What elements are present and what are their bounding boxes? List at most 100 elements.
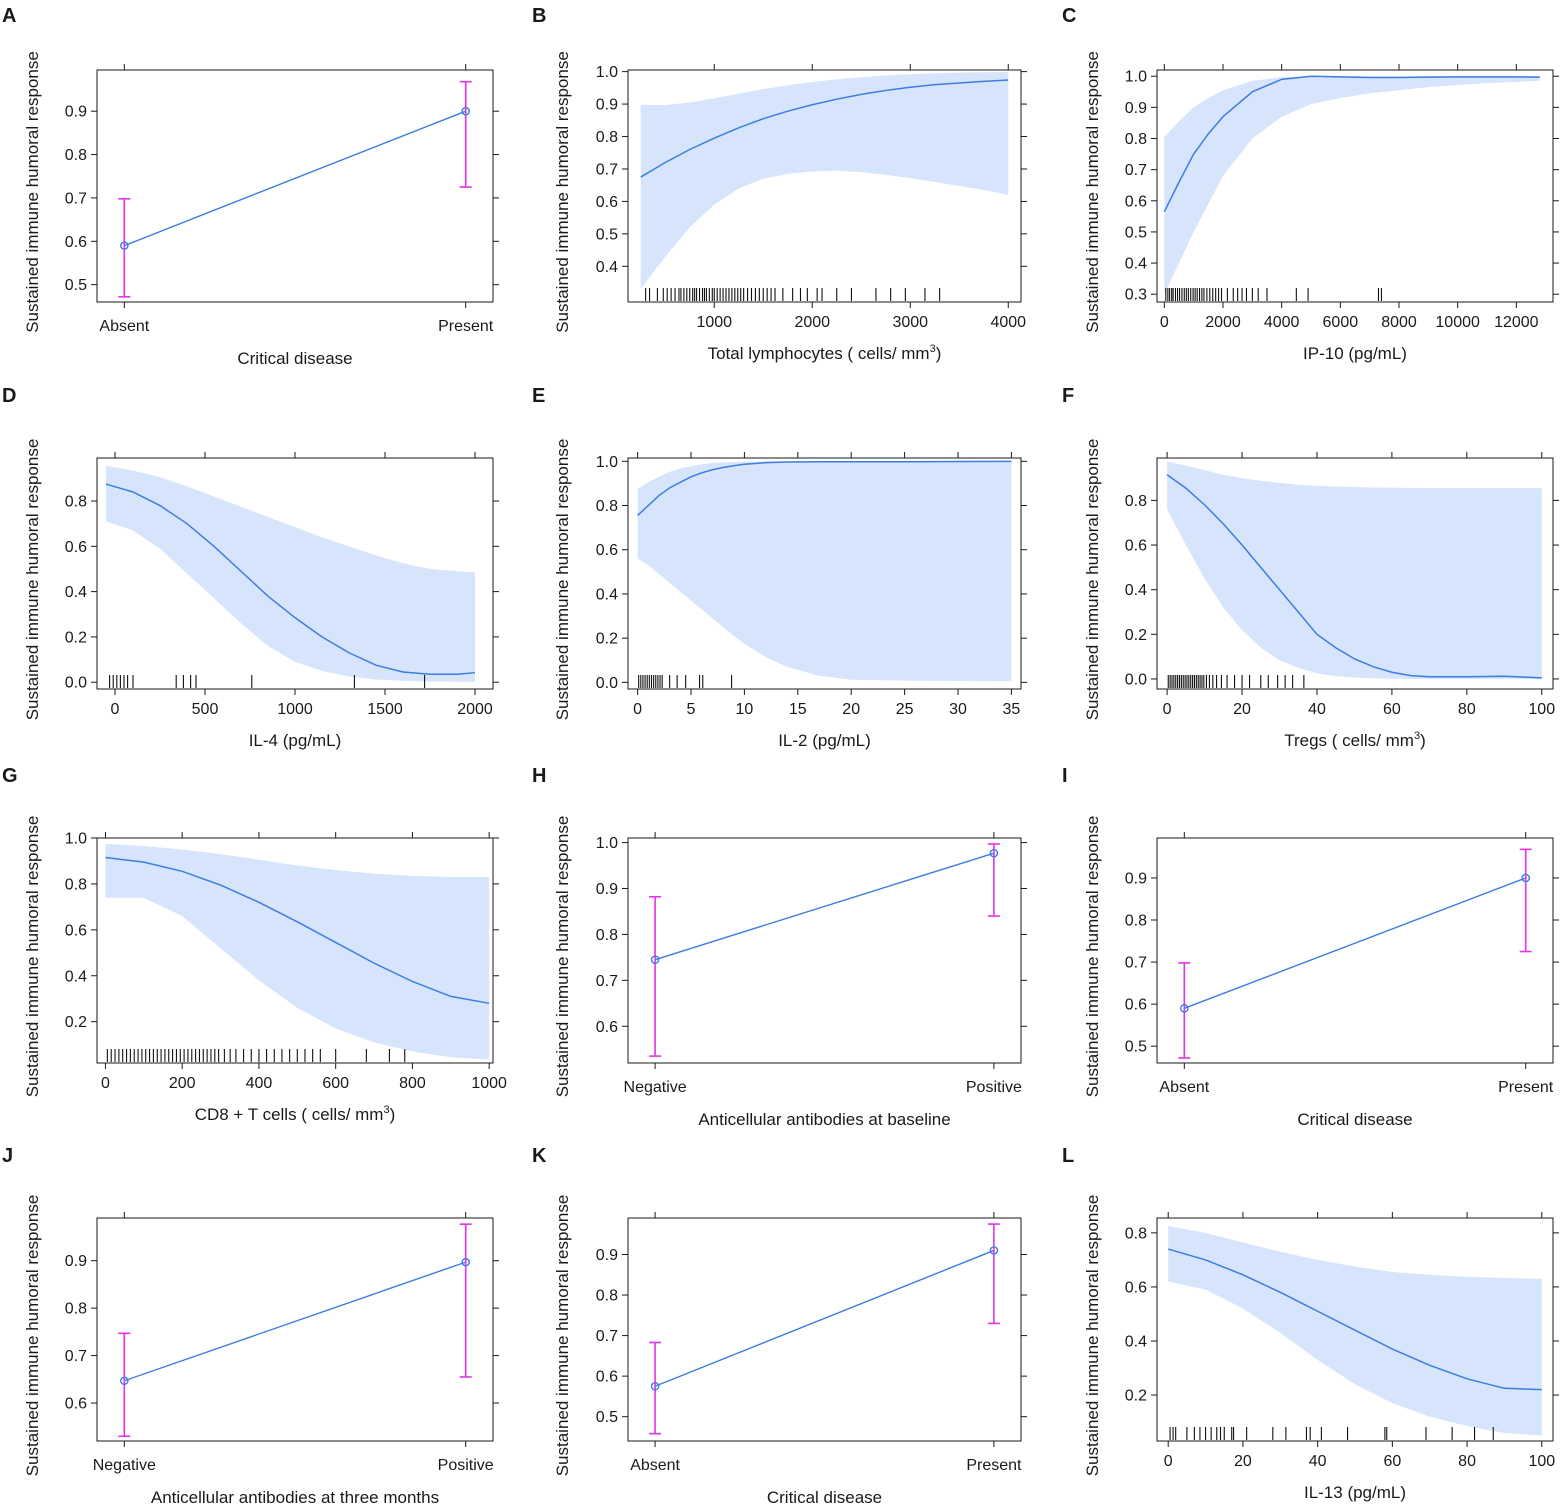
y-axis-label: Sustained immune humoral response	[1083, 439, 1102, 721]
panel-letter: H	[532, 765, 546, 787]
effect-line	[1163, 75, 1540, 213]
plot-frame	[96, 837, 494, 1064]
y-tick-label: 0.7	[1125, 955, 1147, 972]
y-tick-label: 0.0	[596, 675, 618, 692]
y-tick-label: 0.7	[1125, 162, 1147, 179]
x-tick-label: 200	[169, 1075, 196, 1092]
y-tick-label: 1.0	[65, 831, 87, 848]
x-axis-label: Anticellular antibodies at three months	[151, 1488, 439, 1507]
x-tick-label: 1500	[367, 701, 403, 718]
plot-area	[105, 843, 490, 1060]
x-tick-label: 60	[1383, 701, 1401, 718]
estimate-point	[461, 106, 470, 116]
plot-area	[637, 460, 1012, 682]
rug	[1167, 675, 1305, 688]
y-tick-label: 1.0	[596, 64, 618, 81]
panel-j: J Sustained immune humoral response Negati…	[2, 1145, 499, 1507]
y-tick-label: 0.9	[65, 104, 87, 121]
plot-frame	[627, 1217, 1022, 1442]
panel-letter: K	[532, 1145, 547, 1167]
y-tick-label: 0.8	[65, 147, 87, 164]
x-tick-label: 0	[111, 701, 120, 718]
y-tick-label: 1.0	[1125, 69, 1147, 86]
x-axis-label: IL-4 (pg/mL)	[249, 731, 342, 750]
error-bar-negative	[649, 895, 662, 1057]
panel-letter: B	[532, 5, 546, 27]
x-tick-label: 0	[1160, 314, 1169, 331]
effect-line	[105, 483, 476, 676]
y-tick-label: 0.5	[65, 277, 87, 294]
confidence-band	[106, 465, 475, 682]
estimate-point	[461, 1257, 470, 1267]
estimate-point	[1180, 1004, 1189, 1013]
y-tick-label: 0.5	[596, 1409, 618, 1426]
y-tick-label: 0.2	[1125, 1388, 1147, 1405]
y-tick-label: 0.9	[1125, 100, 1147, 117]
y-tick-label: 0.6	[596, 194, 618, 211]
x-tick-label: 20	[1234, 1453, 1252, 1470]
y-tick-label: 0.8	[65, 1301, 87, 1318]
x-tick-label: Present	[1498, 1079, 1554, 1096]
x-axis-label: IP-10 (pg/mL)	[1303, 344, 1407, 363]
y-tick-label: 0.0	[65, 675, 87, 692]
y-axis-label: Sustained immune humoral response	[553, 816, 572, 1098]
x-tick-label: 40	[1309, 1453, 1327, 1470]
y-tick-label: 0.3	[1125, 287, 1147, 304]
panel-c: C Sustained immune humoral response 0 2000 4…	[1062, 5, 1559, 363]
x-tick-label: 6000	[1323, 314, 1359, 331]
plot-area	[654, 852, 995, 961]
effect-line	[1166, 474, 1542, 679]
x-axis-label: Critical disease	[1297, 1110, 1412, 1129]
panel-d: D Sustained immune humoral response 0 500 10…	[2, 385, 499, 750]
x-tick-label: 0	[1164, 1453, 1173, 1470]
error-bar-absent	[1178, 962, 1191, 1059]
y-axis-label: Sustained immune humoral response	[23, 816, 42, 1098]
error-bar-absent	[118, 197, 131, 298]
x-axis-label: Total lymphocytes ( cells/ mm3)	[708, 343, 942, 363]
error-bar-positive	[987, 843, 1000, 917]
y-tick-label: 0.2	[596, 631, 618, 648]
y-tick-label: 0.7	[596, 161, 618, 178]
x-axis-label: CD8 + T cells ( cells/ mm3)	[195, 1104, 396, 1124]
plot-area	[654, 1249, 995, 1387]
y-tick-label: 0.8	[596, 927, 618, 944]
error-bar-present	[459, 80, 472, 188]
confidence-band	[105, 843, 490, 1060]
x-axis-label-sup: 3	[383, 1104, 389, 1116]
x-tick-label: 400	[246, 1075, 273, 1092]
effect-line	[1168, 1248, 1542, 1391]
error-bar-present	[1519, 848, 1532, 953]
y-tick-label: 0.8	[1125, 1225, 1147, 1242]
x-tick-label: 100	[1528, 1453, 1555, 1470]
panel-b: B Sustained immune humoral response 1000 20…	[532, 5, 1027, 363]
x-tick-label: 100	[1528, 701, 1555, 718]
effect-line	[637, 460, 1012, 517]
x-axis-label-sup: 3	[930, 343, 936, 355]
rug	[638, 675, 733, 688]
panel-e: E Sustained immune humoral response 0 5 10 15…	[532, 385, 1027, 750]
y-tick-label: 0.4	[1125, 256, 1147, 273]
x-tick-label: 15	[789, 701, 807, 718]
estimate-point	[650, 955, 660, 964]
rug	[1165, 288, 1382, 301]
x-tick-label: Absent	[630, 1457, 680, 1474]
y-tick-label: 1.0	[596, 454, 618, 471]
error-bar-positive	[459, 1223, 472, 1378]
x-tick-label: 4000	[1264, 314, 1300, 331]
x-tick-label: 1000	[277, 701, 313, 718]
y-tick-label: 0.5	[1125, 1039, 1147, 1056]
y-axis-label: Sustained immune humoral response	[1083, 1195, 1102, 1477]
panel-i: I Sustained immune humoral response Absent…	[1062, 765, 1559, 1129]
y-tick-label: 0.9	[65, 1253, 87, 1270]
x-tick-label: 10000	[1435, 314, 1480, 331]
y-axis-label: Sustained immune humoral response	[23, 439, 42, 721]
x-tick-label: 600	[322, 1075, 349, 1092]
plot-area	[105, 465, 476, 682]
panel-letter: L	[1062, 1145, 1074, 1167]
rug	[109, 675, 426, 688]
rug	[1169, 1427, 1494, 1440]
x-tick-label: 8000	[1381, 314, 1417, 331]
x-tick-label: Absent	[1159, 1079, 1209, 1096]
plot-frame	[1156, 1217, 1554, 1442]
y-tick-label: 0.7	[596, 1328, 618, 1345]
